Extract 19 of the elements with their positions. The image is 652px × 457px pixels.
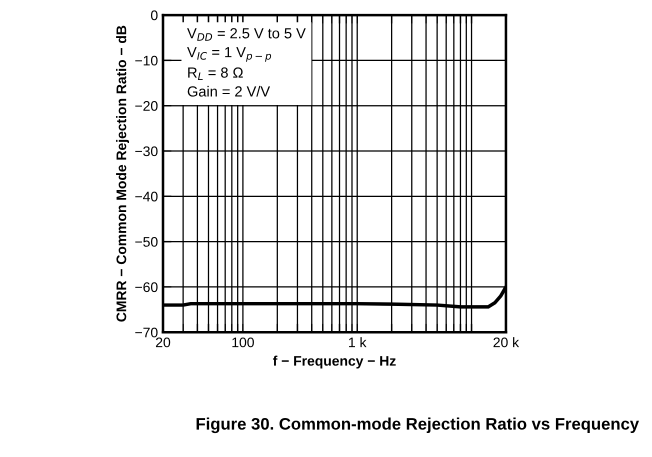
y-tick-label: −40 [135,192,158,202]
annotation: V$_{DD}$ = 2.5 V to 5 V [187,28,306,41]
y-tick-label: −50 [135,236,158,247]
y-tick-label: −70 [135,328,158,338]
y-tick-label: 0 [150,10,158,20]
y-axis-title: CMRR − Common Mode Rejection Ratio − dB [116,26,130,322]
y-tick-label: −60 [135,282,158,292]
annotation: Gain = 2 V/V [188,86,270,97]
x-tick-label: 100 [232,337,254,348]
x-tick-label: 20 k [494,337,520,348]
annotation: R$_{L}$ = 8 Ω [188,67,243,80]
text: Figure 30. Common-mode Rejection Ratio vs Frequency [196,418,640,434]
x-axis-title: f − Frequency − Hz [272,356,396,369]
y-tick-label: −20 [135,101,158,111]
y-tick-label: −30 [135,146,158,156]
x-tick-label: 1 k [349,337,367,348]
x-tick-label: 20 [156,337,170,348]
y-tick-label: −10 [135,56,158,66]
annotation: V$_{IC}$ = 1 V$_{p−p}$ [187,47,272,62]
